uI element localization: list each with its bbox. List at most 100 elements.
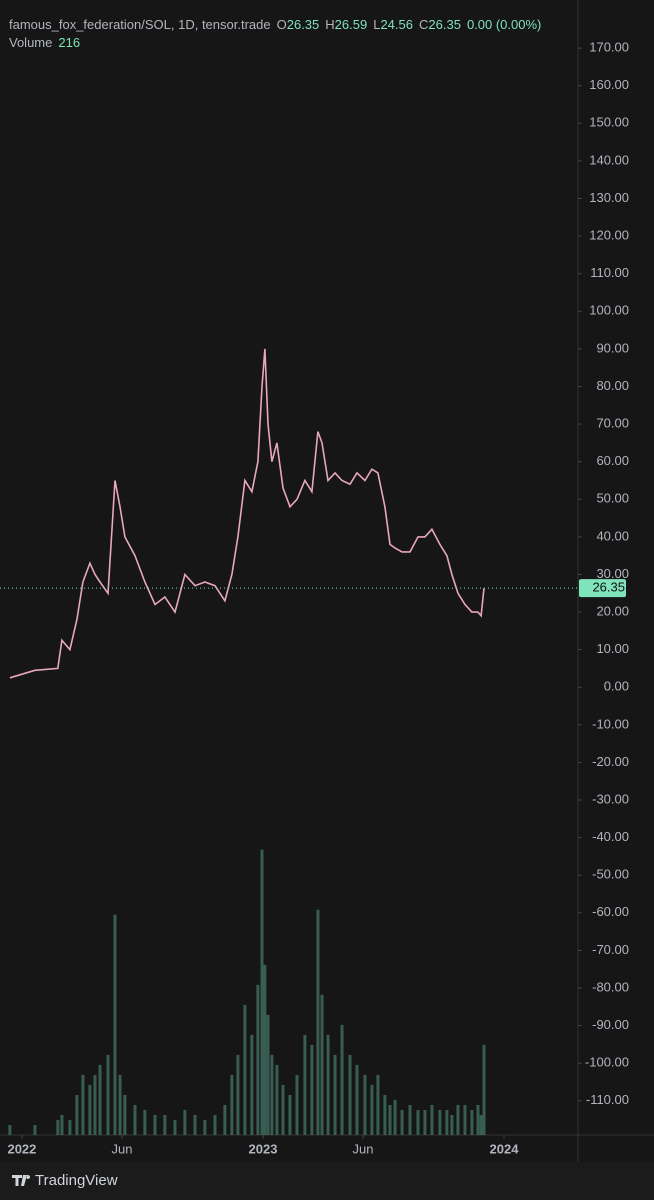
y-tick-label: -30.00 — [592, 791, 629, 806]
volume-bar — [260, 849, 264, 1135]
volume-bar — [416, 1109, 420, 1135]
volume-bar — [230, 1074, 234, 1135]
x-tick-label: Jun — [111, 1141, 132, 1156]
y-tick-label: -70.00 — [592, 942, 629, 957]
y-tick-label: -90.00 — [592, 1017, 629, 1032]
volume-bar — [153, 1114, 157, 1135]
volume-bar — [250, 1034, 254, 1135]
volume-bar — [75, 1094, 79, 1135]
legend-low-label: L — [373, 17, 380, 32]
x-tick-label: Jun — [353, 1141, 374, 1156]
volume-bar — [479, 1114, 483, 1135]
volume-bar — [113, 914, 117, 1135]
volume-bar — [68, 1119, 72, 1135]
y-tick-label: -60.00 — [592, 904, 629, 919]
price-line — [9, 348, 485, 679]
volume-bar — [118, 1074, 122, 1135]
volume-bar — [363, 1074, 367, 1135]
volume-bar — [310, 1044, 314, 1135]
branding: TradingView — [35, 1172, 118, 1189]
volume-bar — [8, 1124, 12, 1135]
volume-bar — [320, 994, 324, 1135]
volume-bar — [430, 1104, 434, 1135]
volume-label: Volume — [9, 35, 52, 50]
y-tick-label: 100.00 — [589, 303, 629, 318]
y-tick-label: 60.00 — [596, 453, 629, 468]
y-tick-label: 90.00 — [596, 340, 629, 355]
volume-bar — [408, 1104, 412, 1135]
volume-bar — [348, 1054, 352, 1135]
logo-icon — [12, 1175, 31, 1186]
volume-bar — [438, 1109, 442, 1135]
y-tick-label: 150.00 — [589, 115, 629, 130]
logo — [12, 1175, 31, 1186]
x-tick-label: 2024 — [490, 1141, 520, 1156]
legend-low-value: 24.56 — [380, 17, 413, 32]
volume-bar — [243, 1004, 247, 1135]
legend-high-value: 26.59 — [335, 17, 368, 32]
volume-bar — [295, 1074, 299, 1135]
volume-bar — [340, 1024, 344, 1135]
y-tick-label: -110.00 — [586, 1092, 629, 1107]
legend-volume: Volume 216 — [9, 35, 80, 50]
volume-bar — [106, 1054, 110, 1135]
volume-bar — [370, 1084, 374, 1135]
volume-bar — [470, 1109, 474, 1135]
y-tick-label: -100.00 — [585, 1055, 629, 1070]
volume-bar — [476, 1104, 480, 1135]
volume-bar — [143, 1109, 147, 1135]
volume-bar — [303, 1034, 307, 1135]
y-tick-label: 30.00 — [596, 566, 629, 581]
legend-close-label: C — [419, 17, 428, 32]
legend-high-label: H — [325, 17, 334, 32]
volume-bar — [163, 1114, 167, 1135]
legend-symbol: famous_fox_federation/SOL, 1D, tensor.tr… — [9, 17, 271, 32]
last-price-label: 26.35 — [592, 580, 625, 595]
y-tick-label: 20.00 — [596, 603, 629, 618]
volume-bar — [236, 1054, 240, 1135]
y-tick-label: 50.00 — [596, 491, 629, 506]
volume-bar — [98, 1064, 102, 1135]
y-tick-label: 140.00 — [589, 152, 629, 167]
volume-value: 216 — [58, 35, 80, 50]
footer — [0, 1162, 654, 1200]
volume-bar — [316, 909, 320, 1135]
y-tick-label: 10.00 — [596, 641, 629, 656]
volume-bar — [133, 1104, 137, 1135]
y-tick-label: 40.00 — [596, 528, 629, 543]
y-tick-label: 170.00 — [589, 40, 629, 55]
volume-bar — [281, 1084, 285, 1135]
legend-open-value: 26.35 — [287, 17, 320, 32]
y-tick-label: -50.00 — [592, 867, 629, 882]
last-price-badge — [579, 579, 626, 598]
volume-bar — [266, 1014, 270, 1135]
x-tick-label: 2023 — [249, 1141, 278, 1156]
volume-bar — [56, 1119, 60, 1135]
legend-close-value: 26.35 — [428, 17, 461, 32]
y-tick-label: 80.00 — [596, 378, 629, 393]
volume-bar — [256, 984, 260, 1135]
volume-bar — [93, 1074, 97, 1135]
y-tick-label: 130.00 — [589, 190, 629, 205]
volume-bar — [456, 1104, 460, 1135]
y-tick-label: -80.00 — [592, 979, 629, 994]
volume-bar — [288, 1094, 292, 1135]
volume-bar — [355, 1064, 359, 1135]
volume-bar — [383, 1094, 387, 1135]
y-tick-label: 70.00 — [596, 416, 629, 431]
volume-bar — [60, 1114, 64, 1135]
y-tick-label: 0.00 — [604, 679, 629, 694]
x-tick-label: 2022 — [7, 1141, 36, 1156]
volume-bar — [333, 1054, 337, 1135]
y-tick-label: 120.00 — [589, 228, 629, 243]
volume-bar — [393, 1099, 397, 1135]
volume-bar — [33, 1124, 37, 1135]
volume-bar — [123, 1094, 127, 1135]
volume-bar — [445, 1109, 449, 1135]
volume-bar — [203, 1119, 207, 1135]
volume-bar — [326, 1034, 330, 1135]
volume-bar — [81, 1074, 85, 1135]
